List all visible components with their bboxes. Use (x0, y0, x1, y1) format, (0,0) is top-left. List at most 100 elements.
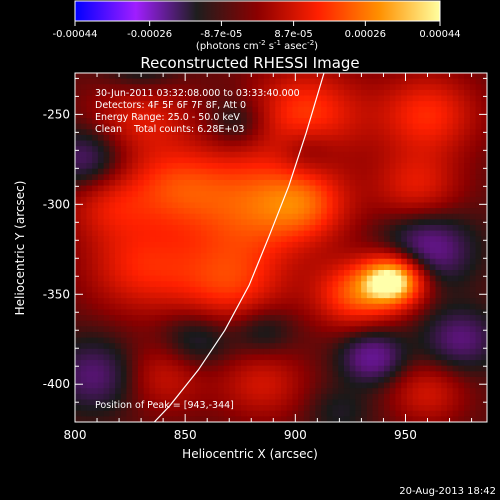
heatmap-cell (315, 382, 322, 389)
heatmap-cell (292, 343, 299, 350)
heatmap-cell (366, 95, 374, 102)
heatmap-cell (223, 101, 231, 108)
heatmap-cell (378, 174, 385, 181)
heatmap-cell (361, 337, 368, 344)
heatmap-cell (452, 337, 459, 344)
heatmap-cell (372, 185, 379, 192)
heatmap-cell (218, 258, 225, 265)
heatmap-cell (292, 410, 299, 417)
heatmap-cell (441, 191, 448, 198)
heatmap-cell (189, 253, 196, 260)
heatmap-cell (229, 264, 236, 271)
heatmap-cell (424, 140, 431, 147)
heatmap-cell (172, 292, 179, 299)
heatmap-cell (309, 89, 316, 97)
heatmap-cell (446, 112, 454, 119)
heatmap-cell (343, 320, 351, 327)
heatmap-cell (172, 416, 179, 422)
heatmap-cell (97, 247, 105, 254)
heatmap-cell (469, 348, 477, 356)
heatmap-cell (258, 213, 265, 220)
heatmap-cell (172, 230, 179, 237)
heatmap-cell (343, 264, 351, 271)
heatmap-cell (258, 179, 265, 187)
heatmap-cell (309, 410, 316, 417)
heatmap-cell (120, 157, 128, 164)
heatmap-cell (258, 360, 265, 367)
heatmap-cell (166, 101, 173, 108)
heatmap-cell (252, 270, 259, 277)
heatmap-cell (166, 298, 173, 305)
heatmap-cell (475, 298, 482, 305)
heatmap-cell (80, 140, 88, 147)
heatmap-cell (263, 236, 271, 243)
heatmap-cell (155, 320, 162, 327)
heatmap-cell (240, 281, 248, 288)
heatmap-cell (338, 78, 345, 85)
heatmap-cell (458, 382, 465, 389)
heatmap-cell (281, 382, 288, 389)
heatmap-cell (332, 410, 339, 417)
heatmap-cell (275, 253, 282, 260)
heatmap-cell (343, 134, 351, 142)
heatmap-cell (424, 146, 431, 153)
heatmap-cell (86, 298, 93, 305)
heatmap-cell (103, 416, 110, 422)
heatmap-cell (338, 371, 345, 378)
heatmap-cell (252, 360, 259, 367)
heatmap-cell (183, 123, 191, 130)
heatmap-cell (120, 247, 128, 254)
heatmap-cell (269, 78, 276, 85)
heatmap-cell (418, 101, 425, 108)
heatmap-cell (137, 84, 145, 91)
heatmap-cell (469, 123, 477, 130)
heatmap-cell (97, 151, 105, 159)
heatmap-cell (258, 224, 265, 232)
heatmap-cell (458, 185, 465, 192)
heatmap-cell (143, 213, 150, 220)
heatmap-cell (292, 230, 299, 237)
heatmap-cell (418, 174, 425, 181)
heatmap-cell (429, 281, 437, 288)
heatmap-cell (384, 393, 391, 401)
heatmap-cell (424, 89, 431, 97)
heatmap-cell (326, 337, 334, 344)
heatmap-cell (269, 320, 276, 327)
heatmap-cell (355, 230, 362, 237)
heatmap-cell (458, 174, 465, 181)
heatmap-cell (435, 298, 442, 305)
heatmap-cell (155, 151, 162, 159)
heatmap-cell (481, 303, 487, 311)
heatmap-cell (80, 247, 88, 254)
heatmap-cell (303, 73, 311, 80)
heatmap-cell (115, 224, 122, 232)
heatmap-cell (343, 89, 351, 97)
heatmap-cell (75, 258, 82, 265)
heatmap-cell (115, 286, 122, 294)
heatmap-cell (103, 247, 110, 254)
heatmap-cell (281, 354, 288, 361)
heatmap-cell (178, 151, 185, 159)
heatmap-cell (263, 219, 271, 226)
heatmap-cell (303, 309, 311, 316)
heatmap-cell (481, 89, 487, 97)
heatmap-cell (298, 208, 305, 215)
heatmap-cell (263, 292, 271, 299)
heatmap-cell (132, 416, 139, 422)
heatmap-cell (143, 89, 150, 97)
heatmap-cell (298, 129, 305, 136)
heatmap-cell (412, 213, 419, 220)
heatmap-cell (166, 348, 173, 356)
heatmap-cell (120, 179, 128, 187)
heatmap-cell (395, 106, 402, 114)
heatmap-cell (464, 298, 471, 305)
heatmap-cell (160, 399, 168, 406)
heatmap-cell (424, 95, 431, 102)
heatmap-cell (389, 298, 397, 305)
heatmap-cell (200, 146, 208, 153)
heatmap-cell (246, 78, 253, 85)
heatmap-cell (109, 202, 116, 209)
heatmap-cell (235, 399, 242, 406)
heatmap-cell (338, 365, 345, 372)
heatmap-cell (166, 95, 173, 102)
